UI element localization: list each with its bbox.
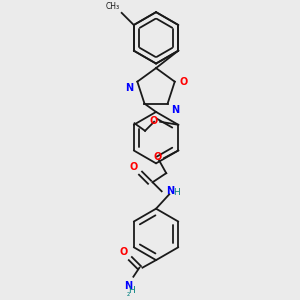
Text: CH₃: CH₃: [106, 2, 120, 11]
Text: N: N: [171, 105, 179, 115]
Text: O: O: [150, 116, 158, 126]
Text: O: O: [154, 152, 162, 162]
Text: H: H: [128, 286, 135, 296]
Text: N: N: [124, 281, 132, 291]
Text: ₂: ₂: [126, 290, 130, 298]
Text: O: O: [129, 162, 137, 172]
Text: O: O: [179, 77, 188, 87]
Text: N: N: [126, 83, 134, 93]
Text: N: N: [166, 186, 174, 196]
Text: O: O: [120, 247, 128, 257]
Text: H: H: [173, 188, 180, 197]
